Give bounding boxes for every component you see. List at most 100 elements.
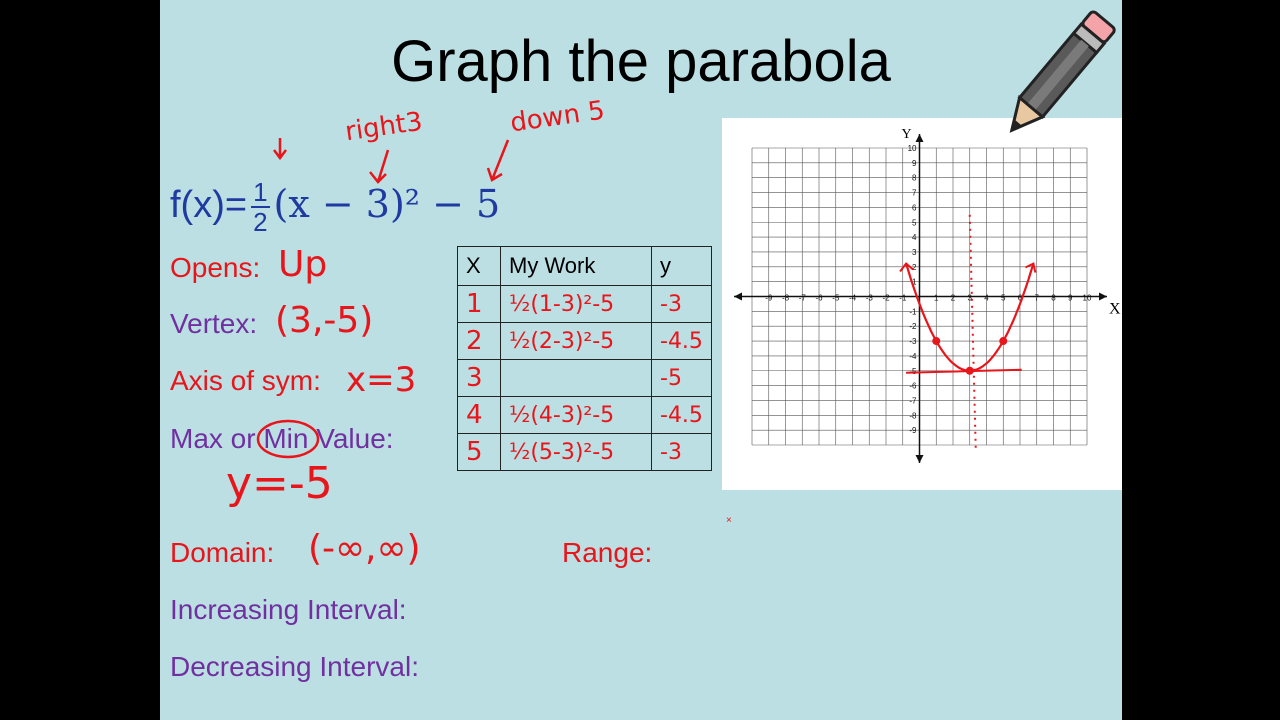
function-equation: f(x)= 1 2 (x − 3)² − 5 [170, 178, 500, 236]
equation-annotations [273, 138, 510, 184]
opens-answer: Up [278, 244, 328, 285]
y-axis-arrow-icon [915, 455, 924, 463]
x-tick-label: 8 [1051, 294, 1056, 303]
maxmin-label: Max or Min Value: [170, 419, 394, 459]
vertex-answer: (3,-5) [275, 300, 374, 341]
table-row: 2 ½(2-3)²-5 -4.5 [457, 322, 712, 360]
cell-y: -5 [651, 359, 712, 397]
x-tick-label: -9 [765, 294, 773, 303]
fraction-denominator: 2 [253, 207, 268, 237]
x-axis-label: X [1109, 301, 1121, 318]
y-tick-label: 1 [912, 278, 917, 287]
y-tick-label: 3 [912, 248, 917, 257]
equation-prefix: f(x)= [170, 184, 248, 227]
x-tick-label: -5 [832, 294, 840, 303]
equation-rest: (x − 3)² − 5 [273, 182, 501, 227]
domain-label: Domain: [170, 537, 275, 568]
cell-x: 1 [457, 285, 501, 323]
min-value-answer: y=-5 [226, 458, 333, 509]
vertex-mark-line [906, 368, 1022, 374]
cell-y: -3 [651, 285, 712, 323]
vertex-label: Vertex: [170, 308, 258, 339]
cell-x: 3 [457, 359, 501, 397]
y-tick-label: 9 [912, 159, 917, 168]
x-tick-label: 1 [934, 294, 939, 303]
x-tick-label: -7 [799, 294, 807, 303]
x-tick-label: -2 [882, 294, 890, 303]
down-arrow-icon [273, 138, 287, 161]
cell-y: -4.5 [651, 396, 712, 434]
header-y: y [651, 246, 712, 286]
y-tick-label: 6 [912, 203, 917, 212]
curve-arrow-icon [1024, 262, 1037, 273]
y-tick-label: 7 [912, 189, 917, 198]
y-tick-label: 10 [908, 144, 917, 153]
y-tick-label: -3 [909, 337, 917, 346]
x-axis-arrow-icon [734, 292, 742, 301]
slide: Graph the parabola right3 down 5 f(x)= 1 2… [160, 0, 1122, 720]
axis-label: Axis of sym: [170, 365, 321, 396]
y-tick-label: 5 [912, 218, 917, 227]
down5-arrow-icon [486, 139, 510, 182]
x-axis-arrow-icon [1099, 292, 1107, 301]
x-tick-label: 4 [984, 294, 989, 303]
x-tick-label: 3 [968, 294, 973, 303]
x-tick-label: -3 [866, 294, 874, 303]
range-label: Range: [562, 537, 653, 568]
value-text: Value: [316, 423, 394, 454]
header-work: My Work [500, 246, 652, 286]
slide-title: Graph the parabola [391, 29, 891, 94]
y-tick-label: -2 [909, 322, 917, 331]
work-table: X My Work y 1 ½(1-3)²-5 -3 2 ½(2-3)²-5 -… [457, 246, 712, 471]
data-point [965, 366, 974, 375]
cell-work [500, 359, 652, 397]
x-tick-label: 7 [1035, 294, 1040, 303]
y-tick-label: 8 [912, 174, 917, 183]
x-tick-label: 2 [951, 294, 956, 303]
x-tick-label: -6 [815, 294, 823, 303]
cell-y: -3 [651, 433, 712, 471]
header-x: X [457, 246, 501, 286]
cell-x: 2 [457, 322, 501, 360]
data-point [932, 337, 941, 346]
table-header-row: X My Work y [457, 246, 712, 286]
x-tick-label: -4 [849, 294, 857, 303]
decreasing-label: Decreasing Interval: [170, 651, 420, 682]
x-tick-label: 10 [1083, 294, 1092, 303]
table-row: 3 -5 [457, 359, 712, 397]
y-tick-label: -4 [909, 352, 917, 361]
y-axis-label: Y [902, 127, 912, 142]
max-or-text: Max or [170, 423, 256, 454]
x-tick-label: 6 [1018, 294, 1023, 303]
table-row: 5 ½(5-3)²-5 -3 [457, 433, 712, 471]
cell-work: ½(5-3)²-5 [500, 433, 652, 471]
axis-answer: x=3 [346, 360, 417, 400]
increasing-label: Increasing Interval: [170, 594, 407, 625]
cell-work: ½(2-3)²-5 [500, 322, 652, 360]
cell-work: ½(4-3)²-5 [500, 396, 652, 434]
x-tick-label: -8 [782, 294, 790, 303]
y-tick-label: -9 [909, 426, 917, 435]
y-tick-label: -7 [909, 396, 917, 405]
y-axis-arrow-icon [915, 134, 924, 142]
y-tick-label: -1 [909, 307, 917, 316]
x-tick-label: -1 [899, 294, 907, 303]
small-marker-icon: × [726, 515, 732, 526]
curve-arrow-icon [899, 262, 914, 273]
min-circle-icon [257, 419, 320, 459]
y-tick-label: 4 [912, 233, 917, 242]
y-tick-label: -8 [909, 411, 917, 420]
right-arrow-icon [369, 149, 390, 184]
y-tick-label: -5 [909, 367, 917, 376]
x-tick-label: 5 [1001, 294, 1006, 303]
coordinate-graph: X Y -9 -8 -7 -6 -5 -4 -3 -2 -1 1 2 3 4 5 6 7 8 9 10 10 9 8 7 6 5 4 3… [734, 127, 1121, 463]
cell-x: 4 [457, 396, 501, 434]
y-tick-label: -6 [909, 382, 917, 391]
graph-panel: X Y -9 -8 -7 -6 -5 -4 -3 -2 -1 1 2 3 4 5 6 7 8 9 10 10 9 8 7 6 5 4 3… [722, 118, 1122, 490]
fraction-numerator: 1 [251, 177, 270, 208]
domain-answer: (-∞,∞) [308, 528, 421, 569]
opens-label: Opens: [170, 252, 261, 283]
axis-of-symmetry-line [968, 214, 977, 450]
pencil-icon [1009, 10, 1116, 133]
